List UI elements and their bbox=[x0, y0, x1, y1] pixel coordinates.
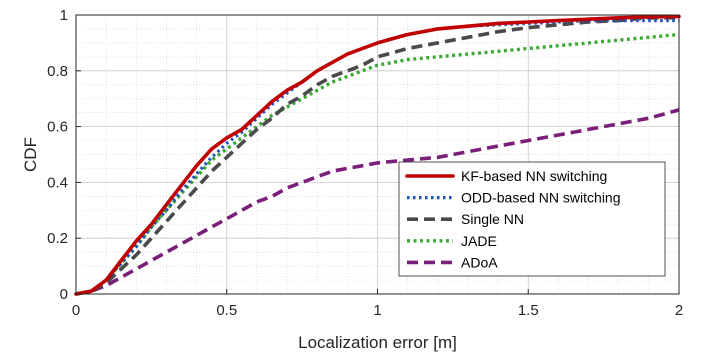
x-axis-ticks: 0 0.5 1 1.5 2 bbox=[72, 289, 683, 319]
legend-entry-label: ODD-based NN switching bbox=[461, 190, 621, 206]
series-line-1 bbox=[74, 14, 681, 296]
x-tick-label: 1 bbox=[373, 302, 381, 319]
series-line-5 bbox=[75, 108, 680, 296]
series-layer bbox=[74, 14, 681, 296]
x-tick-label: 0.5 bbox=[216, 302, 237, 319]
legend-entry-label: JADE bbox=[461, 233, 497, 249]
x-tick-label: 2 bbox=[675, 302, 683, 319]
y-axis-ticks: 0 0.2 0.4 0.6 0.8 1 bbox=[47, 7, 81, 303]
x-axis-label: Localization error [m] bbox=[298, 333, 457, 352]
legend-entry-label: Single NN bbox=[461, 211, 524, 227]
y-tick-label: 1 bbox=[60, 7, 68, 24]
y-tick-label: 0.4 bbox=[47, 174, 68, 191]
legend: KF-based NN switching ODD-based NN switch… bbox=[398, 161, 666, 277]
y-tick-label: 0.2 bbox=[47, 230, 68, 247]
y-axis-label: CDF bbox=[21, 137, 40, 172]
y-tick-label: 0.8 bbox=[47, 63, 68, 80]
x-tick-label: 1.5 bbox=[518, 302, 539, 319]
y-tick-label: 0.6 bbox=[47, 119, 68, 136]
legend-entry-label: KF-based NN switching bbox=[461, 168, 607, 184]
x-tick-label: 0 bbox=[72, 302, 80, 319]
y-tick-label: 0 bbox=[60, 286, 68, 303]
legend-entry-label: ADoA bbox=[461, 254, 498, 270]
